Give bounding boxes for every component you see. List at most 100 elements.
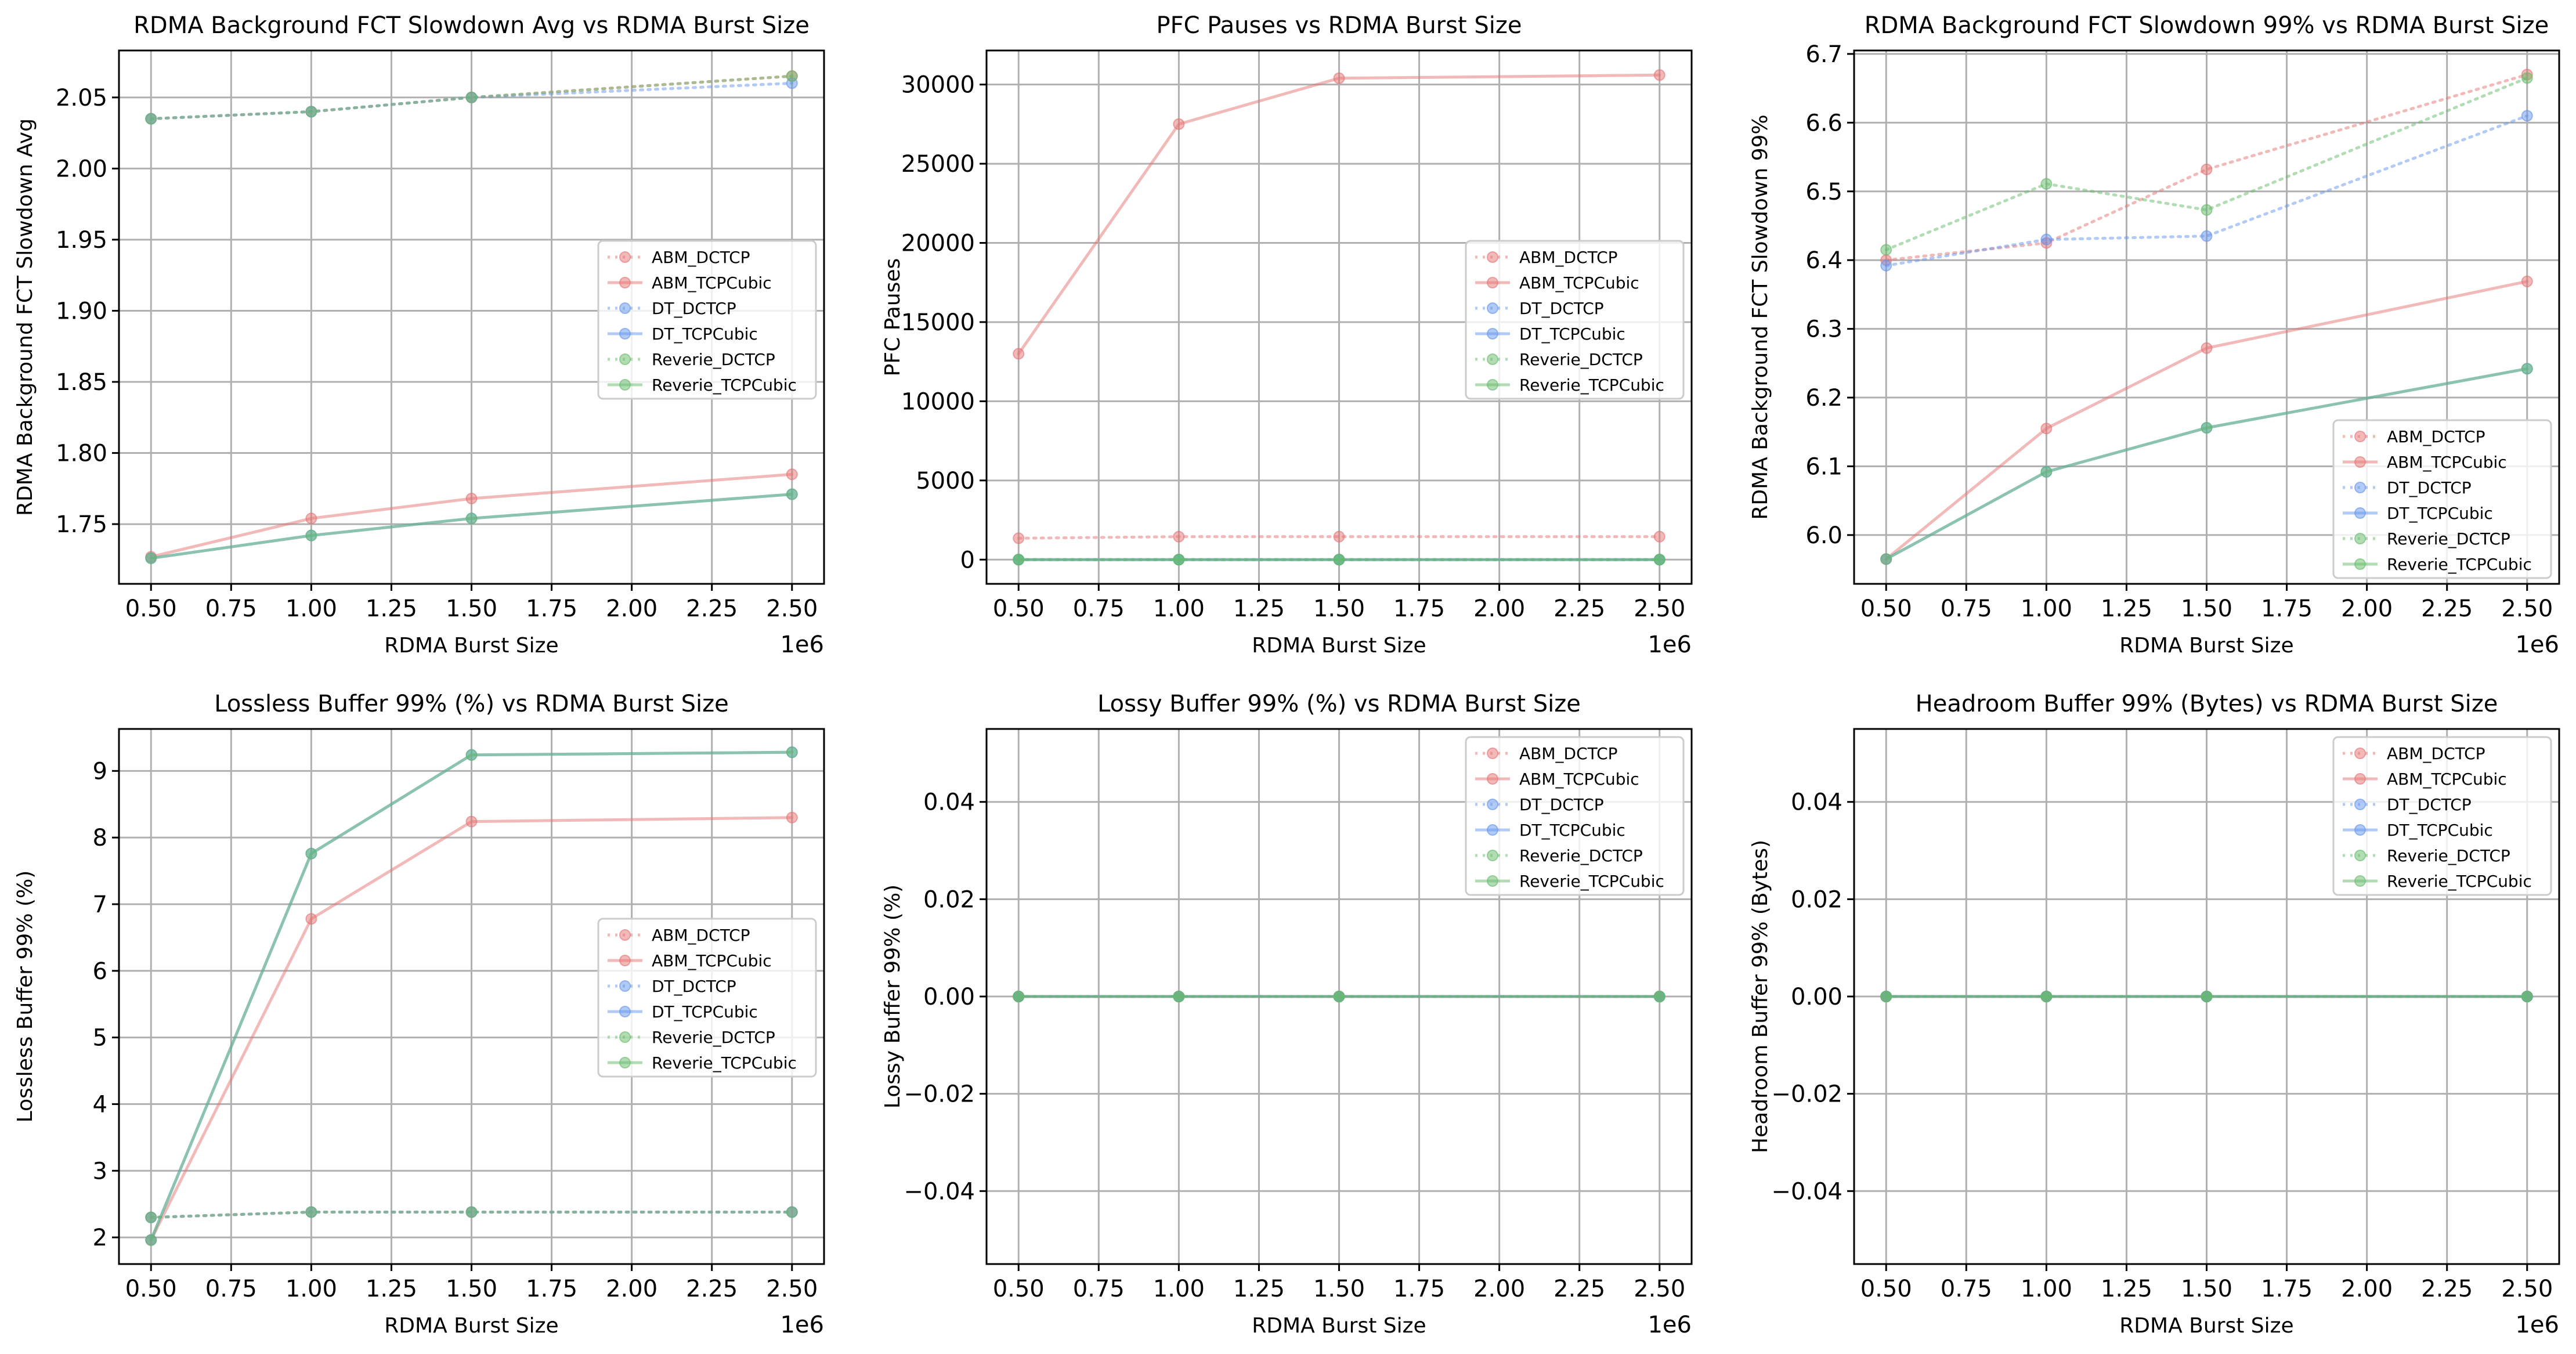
legend-swatch-marker: [1487, 328, 1498, 340]
y-tick-label: 25000: [901, 151, 975, 178]
y-tick-label: 4: [93, 1091, 107, 1118]
x-tick-label: 0.50: [993, 1276, 1045, 1302]
legend-entry: ABM_DCTCP: [652, 926, 750, 945]
y-tick-label: 6: [93, 958, 107, 985]
legend-swatch-marker: [2354, 456, 2366, 468]
legend-swatch-marker: [1487, 799, 1498, 810]
legend-swatch-marker: [1487, 875, 1498, 887]
x-tick-label: 1.50: [1313, 595, 1365, 622]
data-point: [305, 512, 317, 525]
y-tick-label: 0.02: [923, 886, 975, 913]
subplot-4: 0.50 0.75 1.00 1.25 1.50 1.75 2.00 2.25 2.50 2 3 4 5…: [13, 691, 825, 1338]
legend: ABM_DCTCP ABM_TCPCubic DT_DCTCP DT_TCPCubic…: [2332, 419, 2552, 579]
x-tick-label: 2.50: [766, 595, 818, 622]
y-tick-label: 6.2: [1805, 385, 1842, 411]
legend: ABM_DCTCP ABM_TCPCubic DT_DCTCP DT_TCPCubic…: [2332, 736, 2552, 896]
data-point: [1653, 530, 1665, 543]
y-tick-label: 15000: [901, 309, 975, 336]
data-point: [145, 1234, 157, 1246]
legend-box: [597, 240, 817, 400]
data-point: [1333, 72, 1345, 84]
x-tick-label: 2.25: [686, 1276, 738, 1302]
y-axis-label: Headroom Buffer 99% (Bytes): [1748, 840, 1772, 1153]
data-point: [1880, 244, 1892, 256]
x-tick-label: 1.25: [366, 1276, 417, 1302]
data-point: [2201, 991, 2213, 1002]
y-tick-label: 1.80: [56, 440, 107, 467]
subplot-6: 0.50 0.75 1.00 1.25 1.50 1.75 2.00 2.25 2.50 −0.0…: [1748, 691, 2560, 1338]
x-tick-label: 2.00: [1473, 1276, 1525, 1302]
x-tick-label: 0.50: [125, 1276, 177, 1302]
data-point: [786, 488, 798, 500]
x-offset-label: 1e6: [2515, 1312, 2559, 1338]
series-line-Reverie_TCPCubic: [149, 493, 794, 560]
x-tick-label: 0.75: [205, 595, 257, 622]
data-point: [1173, 118, 1185, 130]
y-tick-label: 0.04: [1791, 789, 1842, 816]
y-tick-label: 10000: [901, 388, 975, 415]
x-tick-label: 0.50: [1860, 1276, 1912, 1302]
y-tick-label: 1.90: [56, 298, 107, 324]
x-axis-label: RDMA Burst Size: [384, 1314, 558, 1338]
x-tick-label: 2.50: [2501, 1276, 2553, 1302]
data-point: [786, 468, 798, 481]
x-tick-label: 0.50: [125, 595, 177, 622]
y-tick-label: 1.95: [56, 227, 107, 254]
legend-swatch-marker: [2354, 558, 2366, 570]
x-tick-label: 2.50: [1634, 595, 1685, 622]
x-offset-label: 1e6: [1648, 631, 1692, 658]
x-tick-label: 1.50: [446, 595, 497, 622]
y-tick-label: 9: [93, 758, 107, 785]
legend-entry: Reverie_TCPCubic: [1519, 375, 1664, 395]
legend-entry: Reverie_DCTCP: [2387, 529, 2510, 548]
legend-swatch-marker: [1487, 824, 1498, 836]
y-tick-label: 6.4: [1805, 247, 1842, 274]
data-point: [1333, 991, 1345, 1002]
legend-entry: Reverie_TCPCubic: [652, 375, 797, 395]
legend: ABM_DCTCP ABM_TCPCubic DT_DCTCP DT_TCPCubic…: [1465, 240, 1685, 400]
series-line-Reverie_TCPCubic: [149, 750, 794, 1242]
data-point: [2521, 110, 2533, 122]
legend-entry: ABM_TCPCubic: [652, 951, 772, 970]
y-tick-label: 0.00: [923, 984, 975, 1010]
x-tick-label: 2.25: [1553, 1276, 1605, 1302]
legend-entry: DT_DCTCP: [1519, 299, 1604, 318]
data-point: [1013, 348, 1025, 360]
data-point: [2521, 991, 2533, 1002]
data-point: [305, 529, 317, 541]
y-tick-label: 0.04: [923, 789, 975, 816]
y-axis-label: RDMA Background FCT Slowdown Avg: [13, 118, 37, 516]
data-point: [1880, 553, 1892, 565]
x-tick-label: 1.00: [1153, 595, 1205, 622]
legend-entry: DT_TCPCubic: [2387, 504, 2493, 523]
data-point: [2040, 423, 2053, 435]
data-point: [1653, 991, 1665, 1002]
x-tick-label: 2.00: [2341, 1276, 2393, 1302]
data-point: [2201, 342, 2213, 354]
x-offset-label: 1e6: [780, 631, 824, 658]
legend-entry: DT_TCPCubic: [1519, 821, 1625, 840]
legend-swatch-marker: [2354, 748, 2366, 759]
legend-swatch-marker: [2354, 799, 2366, 810]
legend: ABM_DCTCP ABM_TCPCubic DT_DCTCP DT_TCPCubic…: [597, 240, 817, 400]
x-tick-label: 1.50: [446, 1276, 497, 1302]
x-tick-label: 1.75: [526, 595, 577, 622]
subplot-2: 0.50 0.75 1.00 1.25 1.50 1.75 2.00 2.25 2.50 0 500…: [881, 12, 1693, 658]
chart-title: Headroom Buffer 99% (Bytes) vs RDMA Burs…: [1916, 691, 2498, 717]
legend-box: [1465, 240, 1685, 400]
y-tick-label: 2: [93, 1225, 107, 1251]
x-tick-label: 2.25: [2421, 595, 2473, 622]
data-point: [1653, 554, 1665, 566]
legend-swatch-marker: [1487, 353, 1498, 365]
data-point: [465, 512, 478, 525]
x-tick-label: 2.00: [606, 595, 657, 622]
data-point: [145, 113, 157, 125]
data-point: [2201, 204, 2213, 216]
data-point: [305, 1206, 317, 1218]
data-point: [2040, 178, 2053, 190]
x-axis-label: RDMA Burst Size: [1252, 634, 1426, 658]
x-tick-label: 2.50: [2501, 595, 2553, 622]
data-point: [1173, 554, 1185, 566]
y-tick-label: 3: [93, 1158, 107, 1185]
x-offset-label: 1e6: [780, 1312, 824, 1338]
